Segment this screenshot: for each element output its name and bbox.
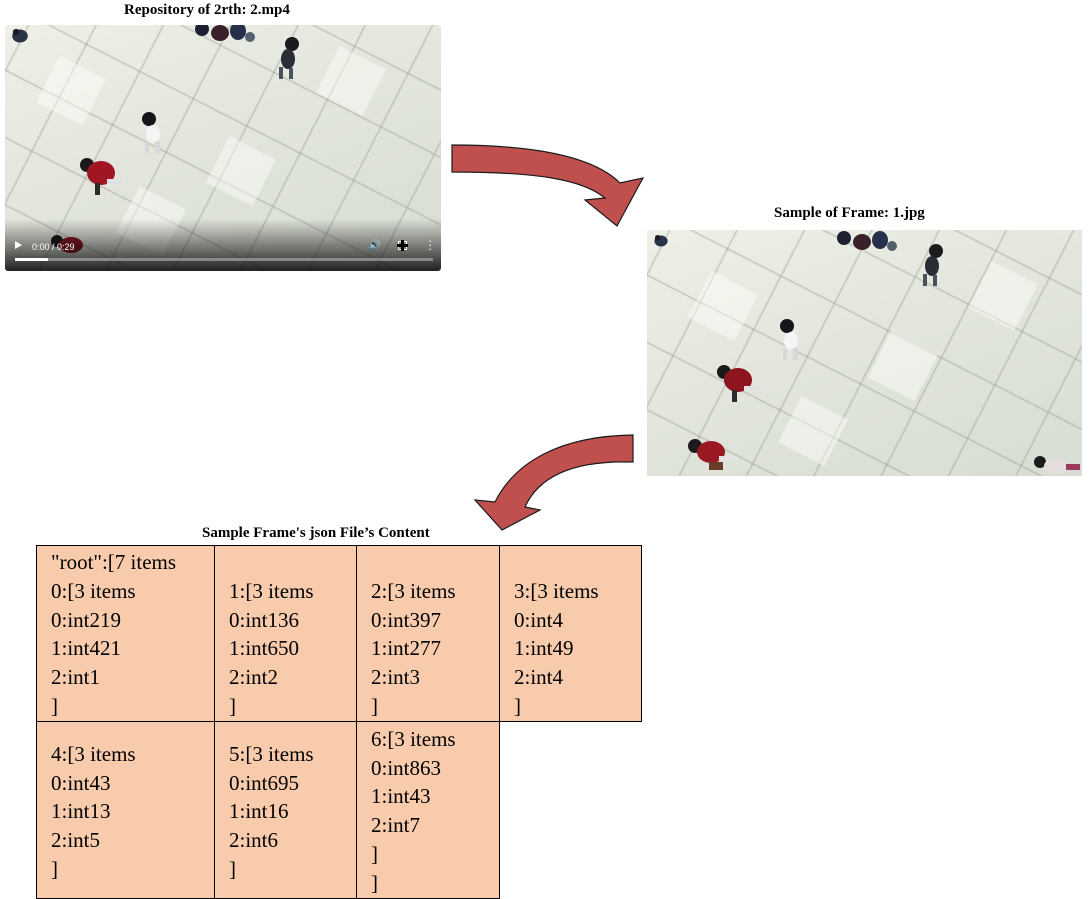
json-line: 0:int43	[51, 770, 111, 795]
frame-image	[647, 230, 1082, 476]
json-line: 2:int5	[51, 828, 101, 853]
video-controls: 0:00 / 0:29 🔊 · · ·	[5, 219, 441, 271]
pedestrian	[647, 230, 675, 252]
pedestrian	[917, 242, 949, 288]
json-table-caption: Sample Frame's json File’s Content	[202, 525, 430, 541]
json-line: ]	[229, 693, 236, 718]
arrow-frame-to-json	[473, 434, 634, 531]
json-line: 2:int7	[371, 813, 421, 838]
table-cell: 1:[3 items 0:int136 1:int650 2:int2]	[214, 545, 357, 722]
json-line: ]	[371, 841, 378, 866]
video-player[interactable]: 0:00 / 0:29 🔊 · · ·	[5, 25, 441, 271]
floor-tile	[868, 331, 938, 401]
pedestrian-red	[685, 434, 745, 476]
json-line: 0:int695	[229, 770, 300, 795]
json-line: 1:int277	[371, 636, 442, 661]
volume-icon[interactable]: 🔊	[368, 240, 381, 251]
json-line: ]	[371, 870, 378, 895]
json-line: 4:[3 items	[51, 741, 136, 766]
json-line	[514, 548, 641, 577]
floor-tile	[206, 136, 276, 206]
json-line: 6:[3 items	[371, 726, 456, 751]
json-line: 2:[3 items	[371, 578, 456, 603]
video-progress-fill	[15, 258, 49, 261]
json-line: 1:int16	[229, 799, 289, 824]
json-line: 0:[3 items	[51, 578, 136, 603]
arrow-video-to-frame	[451, 144, 645, 227]
json-line: "root":[7 items	[51, 550, 177, 574]
json-line: 1:int421	[51, 636, 122, 661]
pedestrian-group	[832, 230, 902, 258]
floor-tile	[36, 56, 106, 126]
more-options-icon[interactable]: · · ·	[428, 235, 433, 256]
pedestrian	[1030, 452, 1082, 476]
json-line: 0:int136	[229, 607, 300, 632]
pedestrian-red	[713, 360, 767, 404]
frame-caption: Sample of Frame: 1.jpg	[774, 205, 925, 221]
video-progress-bar[interactable]	[15, 258, 433, 261]
json-line: 1:int13	[51, 799, 111, 824]
json-line: 1:int650	[229, 636, 300, 661]
json-line: 0:int4	[514, 607, 564, 632]
pedestrian-group	[190, 25, 260, 49]
floor-tile	[316, 46, 386, 116]
json-line: 2:int4	[514, 665, 564, 690]
json-line: 5:[3 items	[229, 741, 314, 766]
floor-tile	[968, 261, 1038, 331]
json-line: ]	[514, 693, 521, 718]
table-cell: 3:[3 items 0:int4 1:int49 2:int4]	[499, 545, 642, 722]
floor-tile	[688, 271, 758, 341]
video-time: 0:00 / 0:29	[32, 242, 75, 252]
table-cell: 4:[3 items 0:int43 1:int13 2:int5]	[36, 720, 215, 899]
pedestrian	[5, 25, 35, 49]
json-line: 2:int1	[51, 665, 101, 690]
json-line	[371, 548, 499, 577]
json-line: 2:int3	[371, 665, 421, 690]
json-line: ]	[371, 693, 378, 718]
pedestrian	[773, 318, 809, 362]
play-icon[interactable]	[15, 241, 22, 249]
json-line: 3:[3 items	[514, 578, 599, 603]
json-line: 1:[3 items	[229, 578, 314, 603]
json-content-table: "root":[7 items 0:[3 items 0:int219 1:int42…	[36, 545, 642, 899]
table-cell: 2:[3 items 0:int397 1:int277 2:int3]	[356, 545, 500, 722]
table-row: "root":[7 items 0:[3 items 0:int219 1:int42…	[36, 545, 642, 722]
fullscreen-icon[interactable]	[397, 240, 408, 251]
pedestrian-red	[77, 153, 129, 197]
json-line: 1:int43	[371, 784, 431, 809]
table-cell: 5:[3 items 0:int695 1:int16 2:int6]	[214, 720, 357, 899]
json-line	[229, 548, 356, 577]
pedestrian	[273, 35, 305, 81]
json-line: 2:int2	[229, 665, 279, 690]
json-line: ]	[229, 856, 236, 881]
json-line: ]	[51, 693, 58, 718]
table-cell: "root":[7 items 0:[3 items 0:int219 1:int42…	[36, 545, 215, 722]
json-line: 0:int863	[371, 755, 442, 780]
video-caption: Repository of 2rth: 2.mp4	[124, 2, 290, 18]
floor-tile	[778, 396, 848, 466]
json-line: 1:int49	[514, 636, 574, 661]
json-line: 0:int219	[51, 607, 122, 632]
pedestrian	[135, 111, 171, 155]
table-row: 4:[3 items 0:int43 1:int13 2:int5] 5:[3 ite…	[36, 720, 642, 899]
json-line: 2:int6	[229, 828, 279, 853]
json-line: 0:int397	[371, 607, 442, 632]
table-cell: 6:[3 items 0:int863 1:int43 2:int7]]	[356, 720, 500, 899]
json-line: ]	[51, 856, 58, 881]
empty-cell	[500, 721, 642, 898]
